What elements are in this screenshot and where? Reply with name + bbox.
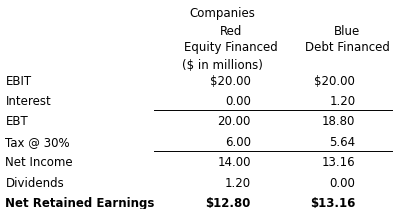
Text: 14.00: 14.00 — [217, 156, 251, 169]
Text: Dividends: Dividends — [5, 177, 64, 190]
Text: Net Retained Earnings: Net Retained Earnings — [5, 197, 155, 209]
Text: EBT: EBT — [5, 115, 28, 128]
Text: $12.80: $12.80 — [205, 197, 251, 209]
Text: $13.16: $13.16 — [310, 197, 355, 209]
Text: Debt Financed: Debt Financed — [305, 41, 390, 54]
Text: Companies: Companies — [190, 7, 256, 20]
Text: Interest: Interest — [5, 95, 51, 108]
Text: Tax @ 30%: Tax @ 30% — [5, 136, 70, 149]
Text: $20.00: $20.00 — [314, 75, 355, 88]
Text: 20.00: 20.00 — [217, 115, 251, 128]
Text: 6.00: 6.00 — [225, 136, 251, 149]
Text: 0.00: 0.00 — [225, 95, 251, 108]
Text: Equity Financed: Equity Financed — [184, 41, 277, 54]
Text: Net Income: Net Income — [5, 156, 73, 169]
Text: EBIT: EBIT — [5, 75, 32, 88]
Text: Blue: Blue — [334, 25, 360, 38]
Text: 13.16: 13.16 — [322, 156, 355, 169]
Text: ($ in millions): ($ in millions) — [182, 59, 263, 72]
Text: 5.64: 5.64 — [329, 136, 355, 149]
Text: 1.20: 1.20 — [329, 95, 355, 108]
Text: $20.00: $20.00 — [210, 75, 251, 88]
Text: 0.00: 0.00 — [330, 177, 355, 190]
Text: 1.20: 1.20 — [225, 177, 251, 190]
Text: 18.80: 18.80 — [322, 115, 355, 128]
Text: Red: Red — [220, 25, 242, 38]
